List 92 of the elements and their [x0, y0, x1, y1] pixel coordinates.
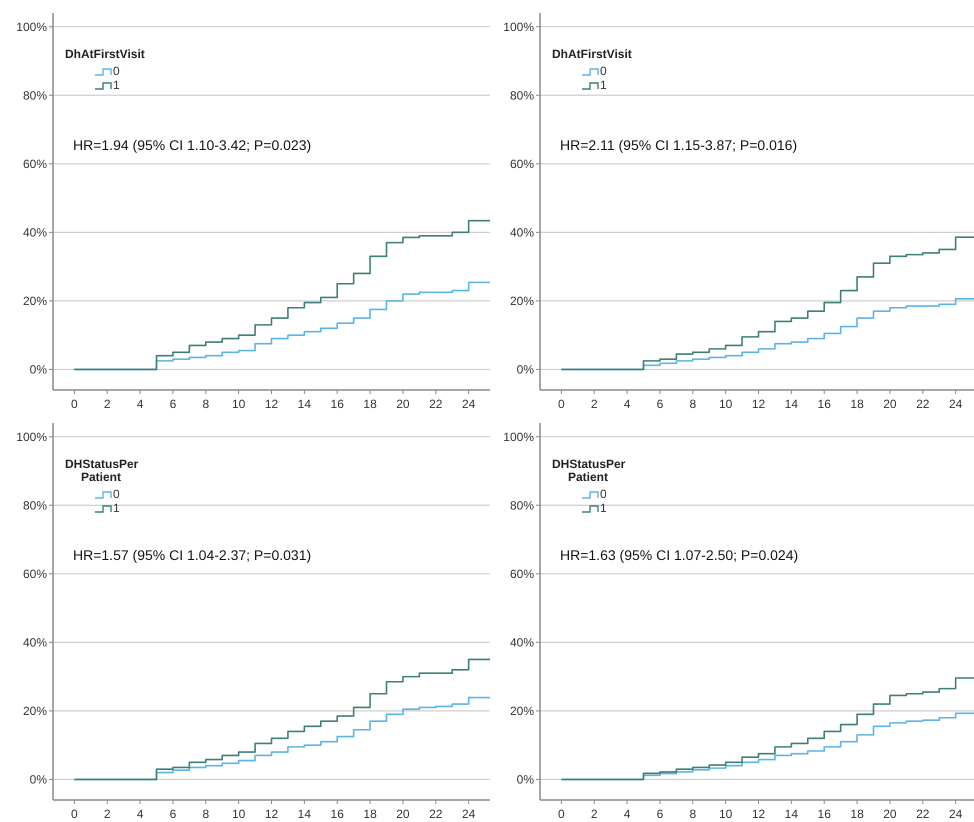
x-tick-label: 2 [590, 807, 598, 821]
y-tick-label: 80% [510, 498, 534, 512]
legend-label: 0 [113, 64, 120, 78]
y-tick-label: 0% [516, 772, 534, 787]
x-tick-label: 8 [689, 807, 696, 821]
x-tick-label: 10 [232, 807, 246, 821]
y-tick-label: 0% [516, 362, 534, 377]
annotation: HR=1.94 (95% CI 1.10-3.42; P=0.023) [73, 137, 312, 154]
x-tick-label: 24 [462, 397, 476, 411]
x-tick-label: 20 [396, 807, 410, 821]
legend-title: DhAtFirstVisit [65, 47, 145, 61]
y-tick-label: 20% [510, 704, 534, 718]
x-tick-label: 18 [850, 807, 864, 821]
legend-label: 0 [113, 487, 120, 501]
x-tick-label: 14 [298, 807, 312, 821]
legend-label: 0 [600, 64, 607, 78]
x-tick-label: 12 [752, 807, 766, 821]
x-tick-label: 0 [558, 807, 566, 821]
y-tick-label: 100% [503, 20, 534, 34]
x-tick-label: 18 [363, 397, 378, 411]
y-tick-label: 0% [30, 362, 48, 377]
annotation: HR=1.57 (95% CI 1.04-2.37; P=0.031) [73, 547, 312, 564]
legend-label: 1 [113, 78, 120, 92]
x-tick-label: 14 [298, 397, 312, 411]
x-tick-label: 16 [330, 807, 344, 821]
x-tick-label: 18 [850, 397, 864, 411]
y-tick-label: 40% [510, 636, 534, 650]
x-tick-label: 14 [784, 397, 798, 411]
x-tick-label: 8 [202, 807, 210, 821]
y-tick-label: 60% [510, 567, 534, 581]
x-tick-label: 20 [396, 397, 410, 411]
y-tick-label: 80% [22, 88, 48, 102]
x-tick-label: 4 [136, 397, 144, 411]
x-tick-label: 2 [104, 807, 111, 821]
legend-label: 0 [600, 487, 607, 501]
y-tick-label: 20% [510, 294, 534, 308]
x-tick-label: 24 [948, 397, 963, 411]
y-tick-label: 40% [22, 636, 48, 650]
x-tick-label: 8 [202, 397, 210, 411]
annotation: HR=1.63 (95% CI 1.07-2.50; P=0.024) [560, 547, 798, 564]
legend-title: DHStatusPer Patient [552, 457, 626, 484]
x-tick-label: 16 [818, 807, 832, 821]
y-tick-label: 60% [510, 157, 534, 171]
y-tick-label: 40% [22, 226, 48, 240]
x-tick-label: 20 [883, 397, 897, 411]
x-tick-label: 22 [429, 397, 443, 411]
y-tick-label: 40% [510, 226, 534, 240]
x-tick-label: 18 [363, 807, 378, 821]
x-tick-label: 12 [264, 397, 278, 411]
y-tick-label: 100% [16, 430, 48, 444]
x-tick-label: 6 [170, 397, 177, 411]
x-tick-label: 12 [752, 397, 766, 411]
x-tick-label: 10 [232, 397, 246, 411]
y-tick-label: 100% [503, 430, 534, 444]
x-tick-label: 0 [71, 807, 78, 821]
x-tick-label: 4 [624, 807, 631, 821]
x-tick-label: 24 [462, 807, 476, 821]
legend-label: 1 [113, 501, 120, 515]
y-tick-label: 100% [16, 20, 48, 34]
x-tick-label: 6 [170, 807, 177, 821]
y-tick-label: 20% [22, 294, 48, 308]
y-tick-label: 80% [22, 498, 48, 512]
legend-label: 1 [600, 501, 607, 515]
x-tick-label: 10 [718, 807, 733, 821]
x-tick-label: 22 [916, 807, 930, 821]
x-tick-label: 22 [429, 807, 443, 821]
x-tick-label: 22 [916, 397, 930, 411]
x-tick-label: 16 [818, 397, 832, 411]
y-tick-label: 20% [22, 704, 48, 718]
x-tick-label: 4 [624, 397, 631, 411]
x-tick-label: 0 [71, 397, 78, 411]
legend-title: DHStatusPer Patient [65, 457, 139, 484]
x-tick-label: 2 [590, 397, 598, 411]
y-tick-label: 0% [30, 772, 48, 787]
y-tick-label: 60% [22, 567, 48, 581]
x-tick-label: 2 [104, 397, 111, 411]
legend-label: 1 [600, 78, 607, 92]
x-tick-label: 6 [656, 397, 664, 411]
x-tick-label: 24 [948, 807, 963, 821]
x-tick-label: 4 [136, 807, 144, 821]
x-tick-label: 12 [264, 807, 278, 821]
y-tick-label: 80% [510, 88, 534, 102]
legend-title: DhAtFirstVisit [552, 47, 632, 61]
x-tick-label: 14 [784, 807, 798, 821]
annotation: HR=2.11 (95% CI 1.15-3.87; P=0.016) [560, 137, 798, 154]
x-tick-label: 16 [330, 397, 344, 411]
x-tick-label: 10 [718, 397, 733, 411]
x-tick-label: 8 [689, 397, 696, 411]
y-tick-label: 60% [22, 157, 48, 171]
x-tick-label: 20 [883, 807, 897, 821]
x-tick-label: 6 [656, 807, 664, 821]
x-tick-label: 0 [558, 397, 566, 411]
